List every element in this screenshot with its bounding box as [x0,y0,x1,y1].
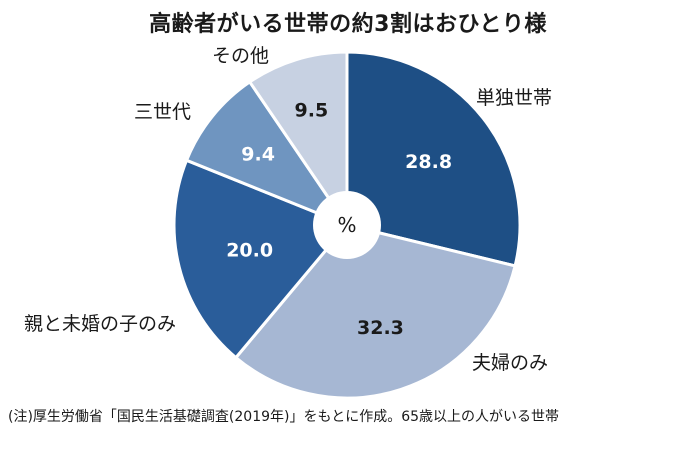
slice-value-label: 28.8 [405,151,452,173]
pie-slice [247,50,349,230]
slice-value-label: 32.3 [357,317,404,339]
pie-slice [184,79,352,229]
unit-label: % [337,213,356,237]
donut-hole [313,191,381,259]
slice-category-label: その他 [212,45,269,67]
slice-category-label: 夫婦のみ [472,352,548,374]
chart-title: 高齢者がいる世帯の約3割はおひとり様 [149,12,547,37]
pie-slice [233,223,517,400]
slice-category-label: 親と未婚の子のみ [24,313,176,335]
slice-category-label: 単独世帯 [476,87,552,109]
slice-value-label: 20.0 [226,239,273,261]
footnote: (注)厚生労働省「国民生活基礎調査(2019年)」をもとに作成。65歳以上の人が… [8,409,560,425]
slice-value-label: 9.5 [295,99,329,121]
slice-value-label: 9.4 [241,143,275,165]
pie-slice [172,158,350,360]
slice-category-label: 三世代 [134,101,191,123]
pie-slice [345,50,522,268]
